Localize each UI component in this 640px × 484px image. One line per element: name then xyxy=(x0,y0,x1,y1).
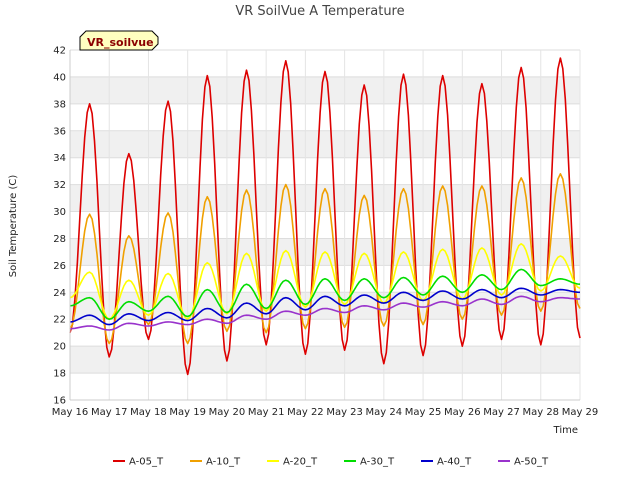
grid-band xyxy=(70,130,580,158)
x-tick-label: May 28 xyxy=(522,407,559,418)
x-tick-label: May 21 xyxy=(248,407,285,418)
y-tick-label: 36 xyxy=(53,126,66,137)
x-tick-labels: May 16 May 17 May 18 May 19 May 20 May 21 May … xyxy=(52,407,599,418)
legend-label: A-40_T xyxy=(437,457,472,468)
legend: A-05_T A-10_T A-20_T A-30_T A-40_T A-50_T xyxy=(113,457,549,468)
y-tick-label: 34 xyxy=(53,153,66,164)
y-tick-label: 38 xyxy=(53,99,66,110)
legend-label: A-05_T xyxy=(129,457,164,468)
y-tick-label: 18 xyxy=(53,369,66,380)
plot-area xyxy=(70,50,580,400)
chart-title: VR SoilVue A Temperature xyxy=(235,4,404,19)
y-tick-label: 22 xyxy=(53,315,66,326)
x-tick-label: May 18 xyxy=(130,407,167,418)
y-tick-label: 24 xyxy=(53,288,66,299)
series-line-a-20-t xyxy=(69,243,581,320)
x-tick-label: May 20 xyxy=(209,407,246,418)
y-tick-label: 20 xyxy=(53,342,66,353)
y-tick-label: 28 xyxy=(53,234,66,245)
series-line-a-50-t xyxy=(69,295,580,331)
y-tick-labels: 16 18 20 22 24 26 28 30 32 34 36 38 40 42 xyxy=(53,46,66,407)
x-tick-label: May 27 xyxy=(483,407,520,418)
y-tick-label: 30 xyxy=(53,207,66,218)
grid-band xyxy=(70,76,580,104)
x-tick-label: May 29 xyxy=(562,407,599,418)
series-line-a-30-t xyxy=(69,268,581,320)
series-lines xyxy=(69,57,581,376)
x-tick-label: May 16 xyxy=(52,407,89,418)
grid-band xyxy=(70,346,580,374)
series-line-a-05-t xyxy=(69,57,581,376)
legend-label: A-10_T xyxy=(206,457,241,468)
y-tick-label: 32 xyxy=(53,180,66,191)
y-tick-label: 16 xyxy=(53,396,66,407)
site-badge-text: VR_soilvue xyxy=(87,36,154,49)
y-axis-label: Soil Temperature (C) xyxy=(8,175,19,278)
legend-label: A-30_T xyxy=(360,457,395,468)
site-badge-box xyxy=(79,30,159,51)
x-tick-label: May 24 xyxy=(366,407,403,418)
y-tick-label: 26 xyxy=(53,261,66,272)
x-axis-label: Time xyxy=(553,425,578,436)
y-tick-label: 42 xyxy=(53,46,66,57)
x-tick-label: May 25 xyxy=(405,407,442,418)
plot-background xyxy=(70,50,580,400)
axes xyxy=(69,50,580,401)
x-tick-label: May 17 xyxy=(91,407,128,418)
x-tick-label: May 19 xyxy=(169,407,206,418)
site-badge: VR_soilvue xyxy=(79,30,159,51)
x-tick-label: May 22 xyxy=(287,407,324,418)
x-tick-label: May 23 xyxy=(326,407,363,418)
y-tick-label: 40 xyxy=(53,72,66,83)
series-line-a-40-t xyxy=(69,287,581,326)
legend-label: A-50_T xyxy=(514,457,549,468)
x-tick-label: May 26 xyxy=(444,407,481,418)
legend-label: A-20_T xyxy=(283,457,318,468)
